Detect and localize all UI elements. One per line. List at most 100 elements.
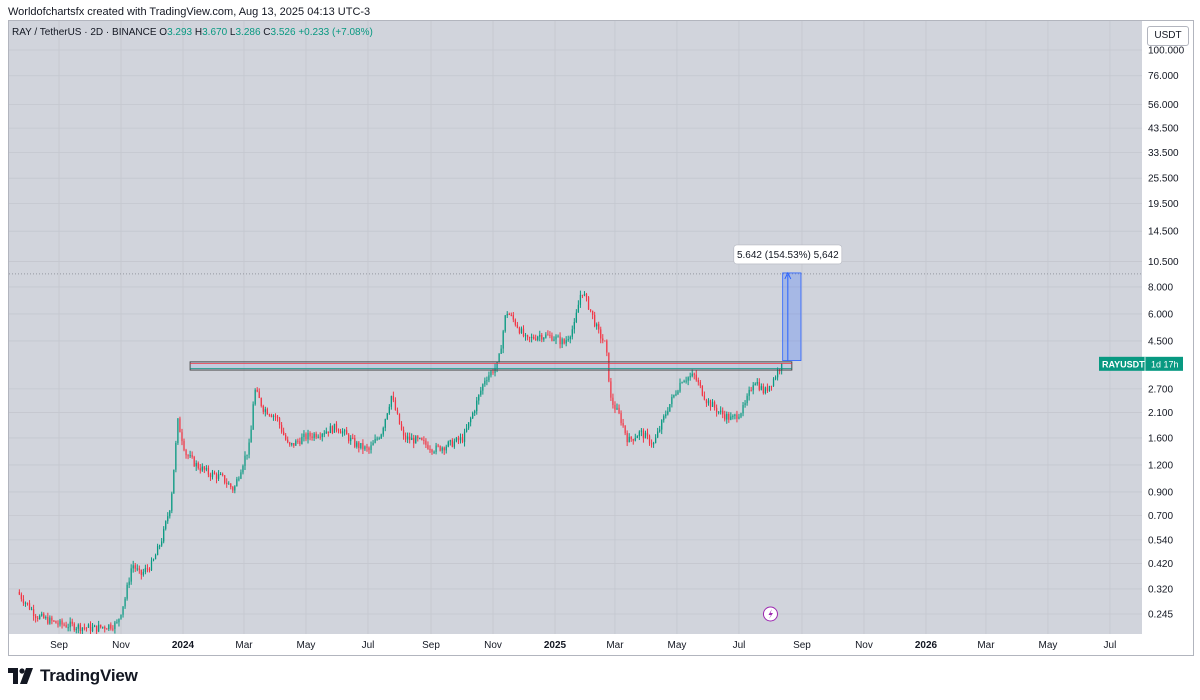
measure-label: 5.642 (154.53%) 5,642 <box>733 244 843 265</box>
candle-body <box>380 434 382 439</box>
candle-body <box>565 340 567 344</box>
candle-body <box>386 413 388 420</box>
candle-body <box>138 568 140 570</box>
candle-body <box>366 446 368 448</box>
price-chart[interactable]: 5.642 (154.53%) 5,642 <box>9 21 1142 636</box>
candle-body <box>57 623 59 625</box>
candle-body <box>335 423 338 430</box>
candle-body <box>665 414 667 417</box>
candle-body <box>226 482 228 484</box>
candle-body <box>772 378 775 386</box>
candle-body <box>276 416 279 419</box>
candle-body <box>518 327 521 334</box>
candle-body <box>211 472 214 478</box>
candle-body <box>37 617 39 619</box>
candle-body <box>423 439 425 441</box>
candle-body <box>213 472 216 475</box>
tradingview-logo[interactable]: TradingView <box>8 666 138 686</box>
candle-body <box>81 627 84 632</box>
candle-body <box>722 410 724 415</box>
candle-body <box>140 569 142 575</box>
candle-body <box>467 422 470 429</box>
candle-body <box>425 440 427 445</box>
candle-body <box>217 474 220 479</box>
candle-body <box>75 628 77 631</box>
candle-body <box>537 336 539 340</box>
plot-area[interactable]: 5.642 (154.53%) 5,642 <box>9 21 1142 636</box>
candle-body <box>189 455 191 457</box>
candle-body <box>736 414 738 419</box>
candle-body <box>781 363 783 371</box>
candle-body <box>394 400 397 411</box>
candle-body <box>496 362 498 369</box>
candle-body <box>325 431 327 434</box>
candle-body <box>161 541 163 546</box>
candle-body <box>295 440 297 446</box>
candle-body <box>602 338 604 341</box>
candle-body <box>209 474 212 478</box>
candle-body <box>382 427 384 435</box>
candle-body <box>671 397 673 405</box>
candle-body <box>39 615 41 619</box>
candle-body <box>421 437 423 440</box>
candle-body <box>646 432 649 436</box>
candle-body <box>618 407 620 414</box>
candle-body <box>30 609 33 611</box>
candle-body <box>167 516 169 522</box>
candle-body <box>663 416 665 421</box>
candle-body <box>91 626 94 632</box>
candle-body <box>579 294 582 305</box>
candle-body <box>486 380 488 382</box>
candle-body <box>768 385 771 391</box>
candle-body <box>411 437 413 441</box>
candle-body <box>569 336 571 340</box>
candle-body <box>341 431 344 434</box>
candle-body <box>567 339 569 341</box>
candle-body <box>504 315 506 332</box>
candle-body <box>73 623 75 631</box>
symbol-line: RAY / TetherUS · 2D · BINANCE O3.293 H3.… <box>12 27 373 38</box>
candle-body <box>764 387 767 394</box>
candle-body <box>445 446 447 451</box>
candle-body <box>750 389 752 391</box>
low-value: 3.286 <box>235 27 261 38</box>
candle-body <box>514 319 516 325</box>
candle-body <box>766 387 769 391</box>
candle-body <box>244 455 246 466</box>
candle-body <box>89 624 92 632</box>
candle-body <box>400 424 403 430</box>
candle-body <box>589 309 592 311</box>
currency-selector[interactable]: USDT <box>1147 26 1189 46</box>
candle-body <box>236 479 238 487</box>
candle-body <box>100 624 102 628</box>
candle-body <box>744 403 746 406</box>
candle-body <box>392 395 395 401</box>
candle-body <box>118 618 120 623</box>
candle-body <box>134 565 136 569</box>
candle-body <box>278 418 281 425</box>
candle-body <box>331 426 334 433</box>
candle-body <box>435 445 437 452</box>
candle-body <box>429 449 431 451</box>
candle-body <box>630 436 632 440</box>
candle-body <box>734 414 736 416</box>
candle-body <box>616 407 618 410</box>
candle-body <box>652 442 655 445</box>
candle-body <box>413 437 415 444</box>
candle-body <box>207 467 210 475</box>
measure-label-box <box>733 244 843 265</box>
symbol-title[interactable]: RAY / TetherUS · 2D · BINANCE <box>12 27 157 38</box>
candle-body <box>228 483 230 485</box>
candle-body <box>543 337 545 340</box>
candle-body <box>628 436 630 443</box>
candle-body <box>697 380 699 383</box>
candle-body <box>299 441 301 445</box>
candle-body <box>154 555 157 560</box>
candle-body <box>642 430 645 439</box>
candle-body <box>329 426 332 434</box>
candle-body <box>657 431 659 438</box>
candle-body <box>128 581 130 585</box>
measure-box <box>782 272 802 361</box>
lightning-glyph <box>768 609 773 619</box>
measure-label-text: 5.642 (154.53%) 5,642 <box>737 250 839 261</box>
